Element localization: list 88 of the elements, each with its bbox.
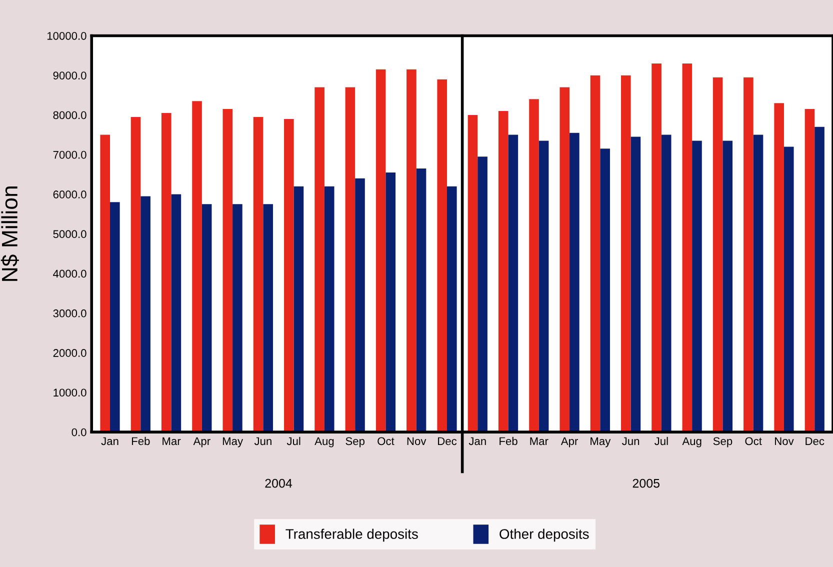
bar	[570, 132, 580, 432]
y-tick-label: 2000.0	[53, 349, 86, 357]
bar	[314, 87, 324, 432]
bar	[202, 204, 212, 432]
bar	[416, 168, 426, 432]
x-tick-label: Oct	[378, 437, 394, 446]
bar	[253, 116, 264, 432]
bar	[468, 114, 478, 432]
x-tick-label: Feb	[132, 436, 150, 446]
bar	[744, 77, 754, 432]
bar	[406, 69, 416, 432]
bar	[508, 134, 518, 432]
bar	[529, 99, 539, 432]
x-tick-label: Sep	[713, 437, 732, 448]
x-tick-label: Jun	[622, 437, 640, 446]
bar	[621, 75, 631, 432]
y-tick-label: 4000.0	[53, 270, 86, 278]
bar	[478, 156, 488, 432]
x-tick-label: Nov	[775, 437, 794, 446]
bar	[682, 63, 692, 432]
x-tick-label: Jun	[254, 437, 272, 446]
bar	[161, 113, 172, 432]
bar	[437, 79, 447, 432]
bar	[110, 202, 120, 432]
y-tick-label: 3000.0	[53, 309, 86, 318]
legend-label: Transferable deposits	[286, 528, 418, 542]
bar	[263, 204, 273, 432]
bar	[712, 77, 723, 432]
y-tick-label: 7000.0	[53, 150, 86, 159]
x-tick-label: Feb	[500, 436, 518, 446]
x-tick-label: May	[222, 437, 244, 448]
bar	[386, 172, 396, 432]
y-tick-label: 0.0	[72, 428, 86, 436]
x-tick-label: Apr	[193, 437, 210, 448]
x-tick-label: Aug	[682, 437, 702, 448]
bar	[692, 140, 702, 432]
x-tick-label: Apr	[560, 437, 578, 448]
x-tick-label: Dec	[438, 437, 457, 446]
y-axis-title: N$ Million	[0, 186, 19, 281]
x-tick-label: Oct	[745, 437, 762, 446]
x-tick-label: Aug	[314, 437, 334, 448]
bar	[753, 134, 764, 432]
x-tick-label: Mar	[162, 437, 181, 446]
bar	[232, 204, 242, 432]
y-tick-label: 8000.0	[53, 111, 86, 120]
y-tick-label: 10000.0	[47, 32, 86, 40]
bar	[222, 109, 233, 432]
x-tick-label: Mar	[530, 437, 548, 446]
y-tick-label: 1000.0	[54, 388, 86, 397]
bar	[560, 87, 570, 432]
x-tick-label: Jan	[101, 437, 118, 446]
bar	[376, 69, 386, 432]
bar	[590, 75, 600, 432]
legend-label: Other deposits	[500, 528, 589, 542]
x-tick-label: Nov	[407, 437, 426, 446]
bar	[294, 186, 304, 432]
text: 2004	[265, 478, 292, 488]
x-tick-label: Dec	[806, 437, 824, 446]
bar	[100, 134, 110, 432]
bar	[130, 116, 141, 432]
bar	[722, 140, 733, 432]
bar	[498, 111, 508, 432]
bar	[784, 146, 794, 432]
bar	[284, 118, 294, 432]
bar	[600, 148, 610, 432]
y-tick-label: 6000.0	[53, 190, 86, 198]
x-tick-label: Sep	[346, 437, 365, 448]
x-tick-label: May	[590, 437, 611, 448]
bar	[355, 178, 365, 432]
bar	[140, 196, 150, 432]
x-tick-label: Jul	[286, 436, 300, 446]
bar	[446, 186, 457, 432]
bar	[345, 87, 356, 432]
bar	[192, 101, 202, 432]
bar	[630, 136, 641, 432]
y-tick-label: 5000.0	[53, 230, 86, 238]
bar	[804, 109, 815, 432]
bar	[538, 140, 549, 432]
bar	[652, 63, 662, 432]
bar	[324, 186, 334, 432]
bar	[171, 194, 182, 432]
bar	[774, 103, 784, 432]
x-tick-label: Jan	[468, 437, 486, 446]
text: 2005	[632, 478, 660, 488]
bar	[814, 126, 824, 432]
bar	[661, 134, 672, 432]
y-tick-label: 9000.0	[53, 72, 86, 80]
x-tick-label: Jul	[654, 436, 668, 446]
